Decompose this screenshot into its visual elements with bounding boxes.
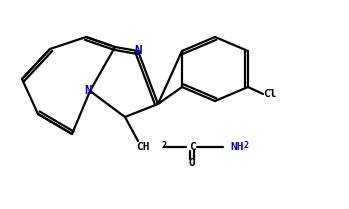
Text: N: N (84, 84, 92, 98)
Text: NH: NH (230, 142, 244, 152)
Text: N: N (134, 45, 142, 57)
Text: CH: CH (136, 142, 150, 152)
Text: C: C (188, 142, 195, 152)
Text: O: O (188, 158, 195, 168)
Text: 2: 2 (243, 141, 248, 150)
Text: Cl: Cl (263, 89, 276, 99)
Text: 2: 2 (162, 141, 167, 150)
